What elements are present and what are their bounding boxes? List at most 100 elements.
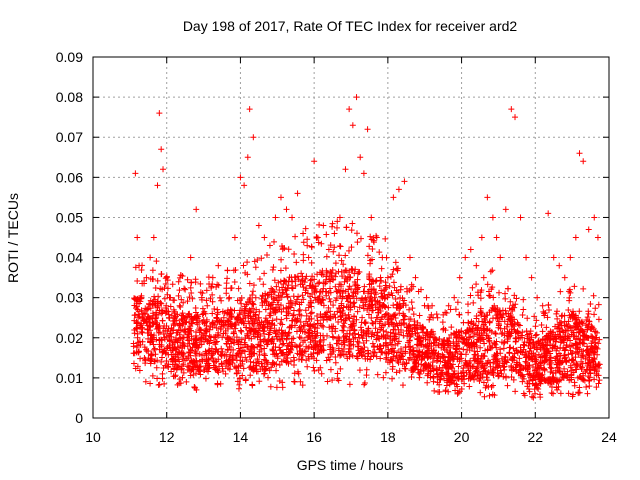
- data-point: [566, 377, 573, 384]
- data-point: [234, 350, 241, 357]
- data-point: [282, 265, 289, 272]
- data-point: [376, 283, 383, 290]
- data-point: [312, 324, 319, 331]
- data-point: [232, 325, 239, 332]
- data-point: [370, 320, 377, 327]
- data-point: [322, 310, 329, 317]
- data-point: [367, 356, 374, 363]
- data-point: [145, 313, 152, 320]
- data-point: [332, 260, 339, 267]
- data-point: [139, 310, 146, 317]
- data-point: [458, 385, 465, 392]
- data-point: [326, 295, 333, 302]
- data-point: [481, 313, 488, 320]
- data-point: [232, 266, 239, 273]
- data-point: [254, 320, 261, 327]
- data-point: [332, 359, 339, 366]
- data-point: [577, 374, 584, 381]
- data-point: [218, 345, 225, 352]
- data-point: [246, 364, 253, 371]
- data-point: [473, 315, 480, 322]
- data-point: [264, 252, 270, 259]
- data-point: [456, 274, 463, 281]
- data-point: [578, 365, 585, 372]
- data-point: [309, 282, 316, 289]
- data-point: [173, 334, 180, 341]
- data-point: [455, 363, 462, 370]
- data-point: [278, 327, 285, 334]
- data-point: [337, 365, 344, 372]
- x-tick-label: 12: [159, 429, 175, 445]
- data-point: [187, 352, 194, 359]
- data-point: [132, 264, 139, 271]
- data-point: [343, 276, 350, 283]
- data-point: [164, 277, 171, 284]
- data-point: [151, 346, 158, 353]
- data-point: [397, 294, 404, 301]
- data-point: [405, 339, 412, 346]
- data-point: [591, 311, 598, 318]
- data-point: [209, 291, 216, 298]
- data-point: [387, 273, 394, 280]
- data-point: [410, 366, 417, 373]
- data-point: [279, 284, 286, 291]
- data-point: [329, 325, 336, 332]
- data-point: [498, 355, 505, 362]
- data-point: [366, 286, 373, 293]
- data-point: [500, 345, 507, 352]
- data-point: [291, 322, 298, 329]
- data-point: [353, 316, 360, 323]
- data-point: [567, 324, 574, 331]
- data-point: [562, 357, 569, 364]
- data-point: [424, 379, 431, 386]
- data-point: [289, 214, 296, 221]
- data-point: [250, 309, 257, 316]
- data-point: [269, 320, 276, 327]
- data-point: [471, 351, 478, 358]
- data-point: [478, 287, 485, 294]
- data-point: [214, 311, 221, 318]
- data-point: [370, 285, 377, 292]
- data-point: [130, 343, 137, 350]
- data-point: [318, 370, 325, 377]
- data-point: [555, 325, 562, 332]
- data-point: [369, 302, 376, 309]
- data-point: [320, 342, 327, 349]
- data-point: [431, 387, 438, 394]
- data-point: [290, 335, 297, 342]
- data-point: [213, 358, 220, 365]
- data-point: [294, 273, 301, 280]
- data-point: [595, 340, 602, 347]
- data-point: [430, 367, 437, 374]
- data-point: [499, 314, 506, 321]
- x-tick-label: 14: [233, 429, 249, 445]
- data-point: [590, 359, 597, 366]
- data-point: [353, 230, 360, 237]
- data-point: [285, 246, 292, 253]
- data-point: [359, 314, 366, 321]
- data-point: [188, 279, 195, 286]
- data-point: [158, 271, 165, 278]
- data-point: [394, 340, 401, 347]
- data-point: [368, 214, 375, 221]
- data-point: [366, 276, 373, 283]
- data-point: [470, 374, 477, 381]
- data-point: [351, 279, 358, 286]
- data-point: [259, 302, 266, 309]
- data-point: [133, 318, 140, 325]
- data-point: [180, 313, 187, 320]
- data-point: [172, 358, 179, 365]
- data-point: [254, 257, 261, 264]
- data-point: [584, 326, 591, 333]
- data-point: [256, 378, 263, 385]
- data-point: [436, 364, 443, 371]
- data-point: [207, 295, 214, 302]
- data-point: [369, 246, 376, 253]
- data-point: [179, 351, 186, 358]
- data-point: [575, 350, 582, 357]
- data-point: [153, 258, 160, 265]
- data-point: [382, 294, 389, 301]
- data-point: [193, 370, 200, 377]
- data-point: [154, 375, 161, 382]
- data-point: [390, 312, 397, 319]
